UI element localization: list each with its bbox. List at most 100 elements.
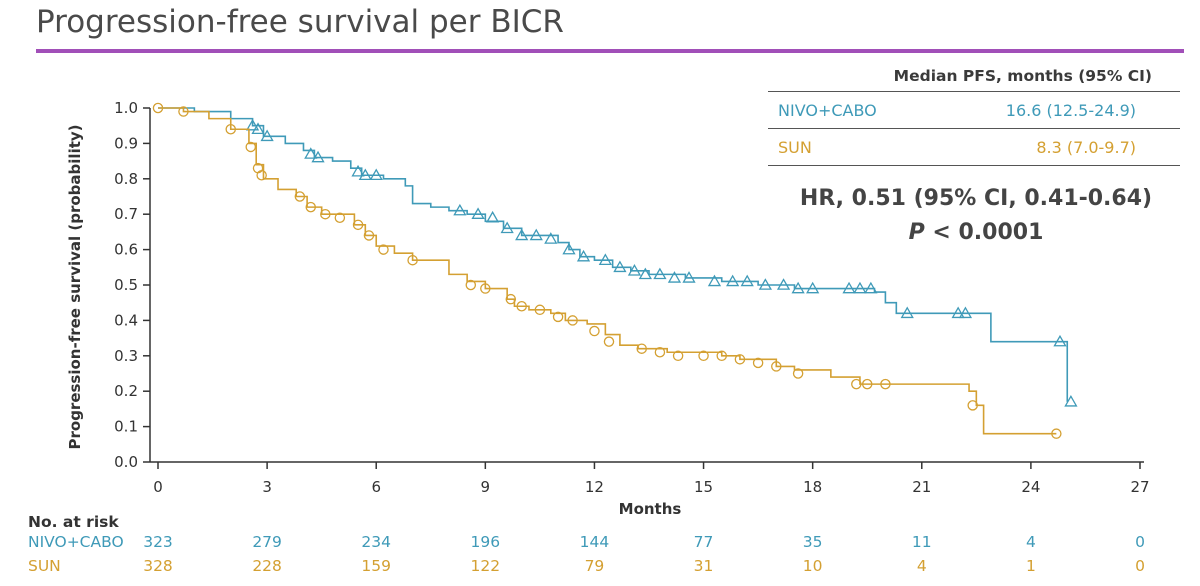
censor-mark-sun bbox=[334, 212, 346, 223]
risk-count: 234 bbox=[361, 533, 392, 551]
censor-mark-nivo-cabo bbox=[726, 274, 740, 287]
censor-mark-sun bbox=[880, 378, 891, 390]
censor-mark-sun bbox=[771, 361, 782, 372]
risk-count: 1 bbox=[1025, 557, 1036, 575]
x-tick-label: 15 bbox=[694, 478, 713, 496]
x-axis-label: Months bbox=[619, 500, 682, 518]
censor-mark-nivo-cabo bbox=[776, 278, 791, 290]
y-tick-label: 0.7 bbox=[114, 205, 138, 223]
censor-mark-nivo-cabo bbox=[576, 249, 591, 262]
page-title: Progression-free survival per BICR bbox=[36, 4, 564, 40]
censor-mark-nivo-cabo bbox=[638, 267, 652, 280]
censor-mark-nivo-cabo bbox=[707, 274, 722, 287]
censor-mark-sun bbox=[654, 347, 666, 358]
censor-mark-nivo-cabo bbox=[562, 242, 576, 255]
censor-mark-nivo-cabo bbox=[1053, 334, 1067, 347]
risk-count: 77 bbox=[693, 533, 714, 551]
y-tick-label: 1.0 bbox=[114, 99, 138, 117]
risk-count: 35 bbox=[802, 533, 823, 551]
censor-mark-sun bbox=[505, 293, 517, 305]
median-row-nivo: NIVO+CABO 16.6 (12.5-24.9) bbox=[768, 91, 1180, 129]
y-tick-label: 0.4 bbox=[114, 311, 138, 329]
risk-count: 4 bbox=[916, 557, 927, 575]
x-tick-label: 0 bbox=[153, 478, 163, 496]
censor-mark-sun bbox=[305, 201, 317, 213]
y-tick-label: 0.0 bbox=[114, 453, 138, 471]
censor-mark-nivo-cabo bbox=[311, 150, 325, 163]
censor-mark-nivo-cabo bbox=[485, 210, 500, 223]
censor-mark-nivo-cabo bbox=[453, 203, 467, 216]
censor-mark-nivo-cabo bbox=[351, 164, 365, 177]
censor-mark-nivo-cabo bbox=[682, 271, 696, 283]
censor-mark-sun bbox=[294, 191, 306, 202]
censor-mark-nivo-cabo bbox=[842, 281, 856, 294]
censor-mark-sun bbox=[352, 219, 364, 231]
censor-mark-nivo-cabo bbox=[958, 306, 973, 319]
median-row-value: 8.3 (7.0-9.7) bbox=[929, 128, 1180, 166]
censor-mark-sun bbox=[589, 325, 600, 337]
risk-count: 279 bbox=[252, 533, 282, 551]
risk-count: 144 bbox=[579, 533, 610, 551]
x-tick-label: 12 bbox=[585, 478, 604, 496]
censor-mark-sun bbox=[256, 170, 267, 181]
y-tick-label: 0.1 bbox=[114, 418, 138, 436]
median-row-name: SUN bbox=[768, 128, 930, 166]
x-tick-label: 24 bbox=[1021, 478, 1040, 496]
y-tick-label: 0.5 bbox=[114, 276, 138, 294]
risk-count: 11 bbox=[911, 533, 932, 551]
censor-mark-sun bbox=[636, 343, 647, 354]
censor-mark-sun bbox=[363, 230, 375, 241]
censor-mark-sun bbox=[716, 350, 727, 362]
censor-mark-sun bbox=[672, 350, 684, 362]
censor-mark-sun bbox=[225, 123, 236, 135]
x-tick-label: 9 bbox=[481, 478, 491, 496]
censor-mark-nivo-cabo bbox=[1064, 395, 1078, 407]
risk-row-label: SUN bbox=[28, 557, 61, 575]
p-value: P < 0.0001 bbox=[786, 220, 1166, 245]
risk-count: 79 bbox=[584, 557, 605, 575]
censor-mark-sun bbox=[516, 300, 527, 312]
risk-count: 159 bbox=[361, 557, 392, 575]
censor-mark-sun bbox=[407, 254, 418, 266]
p-value-text: < 0.0001 bbox=[932, 220, 1044, 245]
censor-mark-sun bbox=[178, 106, 189, 117]
censor-mark-nivo-cabo bbox=[358, 168, 372, 181]
censor-mark-sun bbox=[152, 102, 164, 114]
censor-mark-nivo-cabo bbox=[304, 147, 318, 159]
censor-mark-sun bbox=[378, 244, 389, 255]
censor-mark-sun bbox=[320, 208, 331, 220]
censor-mark-sun bbox=[752, 357, 764, 369]
risk-count: 228 bbox=[252, 557, 282, 575]
chart-series bbox=[152, 102, 1078, 439]
risk-count: 10 bbox=[802, 557, 823, 575]
km-curve-sun bbox=[158, 107, 1057, 435]
x-tick-label: 6 bbox=[371, 478, 381, 496]
censor-mark-nivo-cabo bbox=[245, 118, 260, 131]
censor-mark-sun bbox=[1051, 428, 1062, 439]
risk-count: 0 bbox=[1135, 533, 1145, 551]
x-tick-label: 3 bbox=[262, 478, 272, 496]
median-pfs-table: Median PFS, months (95% CI) NIVO+CABO 16… bbox=[768, 62, 1180, 166]
censor-mark-nivo-cabo bbox=[900, 306, 914, 319]
censor-mark-nivo-cabo bbox=[758, 278, 773, 290]
censor-mark-sun bbox=[734, 354, 746, 365]
risk-count: 0 bbox=[1135, 557, 1145, 575]
censor-mark-nivo-cabo bbox=[951, 306, 965, 319]
chart-axes: 0 3 6 9 12 15 18 21 24 27 0.0 0.1 0.2 0.3 0.4 0.5 0.6 0.7… bbox=[114, 99, 1149, 496]
censor-mark-sun bbox=[552, 311, 564, 323]
censor-mark-nivo-cabo bbox=[598, 253, 612, 265]
censor-mark-nivo-cabo bbox=[260, 129, 274, 142]
censor-mark-sun bbox=[567, 315, 578, 326]
median-row-name: NIVO+CABO bbox=[768, 91, 930, 129]
censor-mark-nivo-cabo bbox=[653, 267, 667, 280]
censor-mark-nivo-cabo bbox=[740, 274, 754, 287]
y-tick-label: 0.6 bbox=[114, 241, 138, 259]
censor-mark-nivo-cabo bbox=[791, 281, 805, 294]
censor-mark-nivo-cabo bbox=[613, 260, 627, 273]
censor-mark-sun bbox=[967, 400, 978, 411]
censor-mark-sun bbox=[603, 336, 615, 347]
censor-mark-nivo-cabo bbox=[251, 122, 265, 135]
censor-mark-sun bbox=[465, 279, 477, 291]
p-value-label: P bbox=[908, 220, 925, 245]
censor-mark-nivo-cabo bbox=[627, 264, 642, 276]
